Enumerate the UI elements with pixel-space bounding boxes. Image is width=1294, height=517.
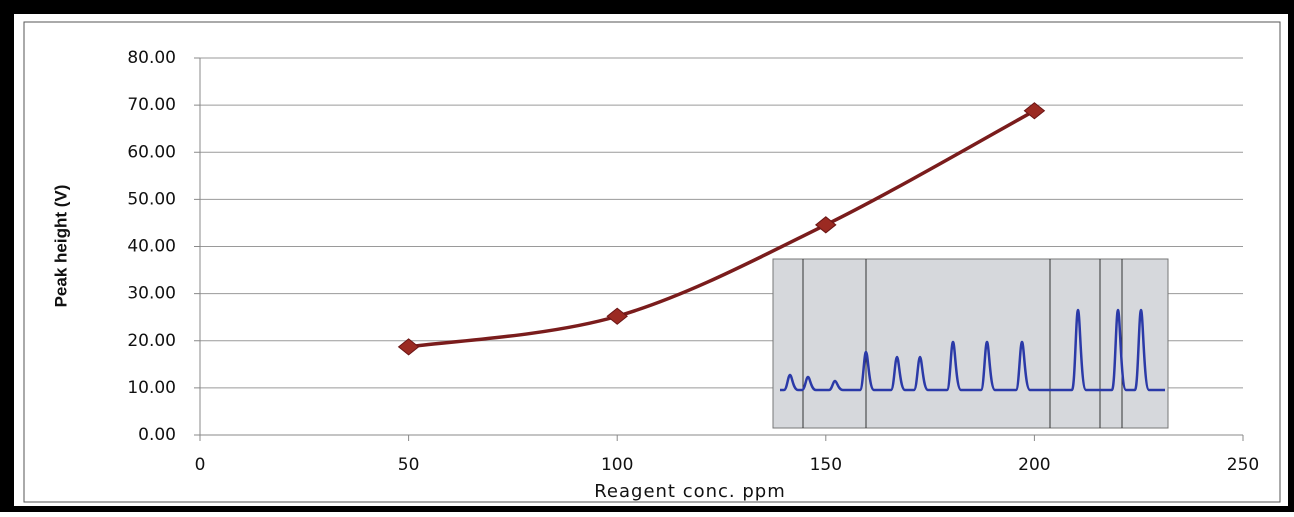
chart: Reagent conc. ppm Peak height (V) 0.00 10… <box>0 0 1294 512</box>
x-tick-label: 250 <box>1227 455 1259 475</box>
y-tick-label: 10.00 <box>127 378 176 398</box>
x-tick-label: 0 <box>195 455 206 475</box>
x-tick-label: 50 <box>398 455 420 475</box>
page: {"chart_data": {"type": "line", "x_label… <box>0 0 1294 517</box>
x-tick-label: 200 <box>1018 455 1050 475</box>
x-axis-title: Reagent conc. ppm <box>594 481 786 502</box>
y-tick-label: 40.00 <box>127 237 176 257</box>
y-tick-label: 0.00 <box>138 425 176 445</box>
y-axis-title: Peak height (V) <box>51 185 70 308</box>
y-tick-label: 50.00 <box>127 189 176 209</box>
y-tick-label: 70.00 <box>127 95 176 115</box>
inset-photo <box>773 259 1168 428</box>
inset-background <box>773 259 1168 428</box>
y-tick-label: 60.00 <box>127 142 176 162</box>
x-tick-label: 100 <box>601 455 633 475</box>
y-tick-label: 30.00 <box>127 284 176 304</box>
y-tick-label: 80.00 <box>127 48 176 68</box>
y-tick-label: 20.00 <box>127 331 176 351</box>
x-tick-label: 150 <box>810 455 842 475</box>
